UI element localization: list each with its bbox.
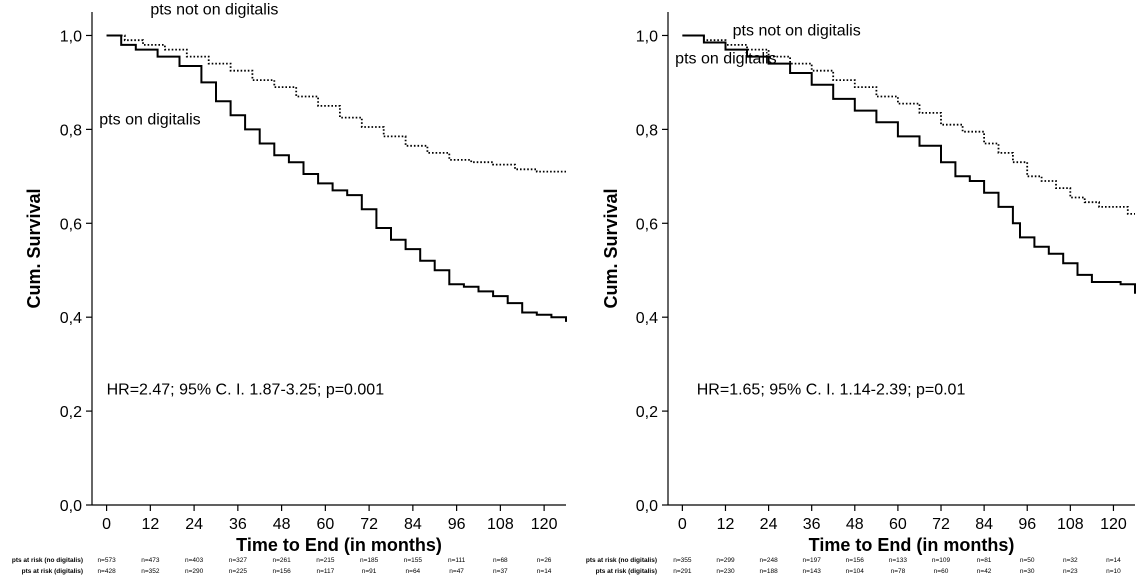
x-tick-label: 108 (487, 516, 514, 533)
risk-count: n=573 (97, 557, 116, 564)
annotation-label-not-digitalis: pts not on digitalis (733, 22, 861, 39)
risk-count: n=109 (932, 557, 951, 564)
risk-count: n=290 (185, 568, 204, 575)
annotation-label-digitalis: pts on digitalis (99, 112, 200, 129)
risk-count: n=188 (759, 568, 778, 575)
x-axis-title: Time to End (in months) (809, 535, 1015, 555)
annotation-hr: HR=2.47; 95% C. I. 1.87-3.25; p=0.001 (107, 382, 385, 399)
x-tick-label: 108 (1057, 516, 1084, 533)
y-tick-label: 0,4 (636, 310, 658, 327)
y-tick-label: 0,0 (60, 498, 82, 515)
risk-count: n=291 (673, 568, 692, 575)
risk-count: n=156 (272, 568, 291, 575)
risk-count: n=143 (803, 568, 822, 575)
risk-count: n=225 (229, 568, 248, 575)
x-tick-label: 24 (760, 516, 778, 533)
x-tick-label: 12 (141, 516, 159, 533)
risk-count: n=117 (316, 568, 334, 575)
risk-count: n=111 (448, 557, 466, 564)
risk-count: n=473 (141, 557, 160, 564)
survival-curve-not-digitalis (106, 34, 566, 173)
annotation-label-digitalis: pts on digitalis (675, 51, 776, 68)
x-tick-label: 48 (846, 516, 864, 533)
risk-count: n=185 (360, 557, 379, 564)
risk-row-label: pts at risk (no digitalis) (586, 557, 657, 564)
y-tick-label: 1,0 (60, 28, 82, 45)
y-tick-label: 0,8 (636, 122, 658, 139)
x-tick-label: 48 (273, 516, 291, 533)
risk-count: n=155 (404, 557, 423, 564)
x-tick-label: 60 (889, 516, 907, 533)
x-tick-label: 96 (1018, 516, 1036, 533)
risk-count: n=26 (537, 557, 552, 564)
y-tick-label: 0,0 (636, 498, 658, 515)
x-tick-label: 120 (1100, 516, 1127, 533)
y-tick-label: 0,2 (60, 404, 82, 421)
x-tick-label: 60 (316, 516, 334, 533)
risk-count: n=60 (934, 568, 949, 575)
survival-curve-digitalis (106, 34, 567, 322)
risk-count: n=42 (977, 568, 992, 575)
risk-count: n=91 (362, 568, 377, 575)
risk-count: n=14 (537, 568, 552, 575)
y-tick-label: 0,6 (60, 216, 82, 233)
y-tick-label: 1,0 (636, 28, 658, 45)
x-tick-label: 84 (404, 516, 422, 533)
risk-count: n=104 (846, 568, 865, 575)
y-tick-label: 0,4 (60, 310, 82, 327)
risk-count: n=230 (716, 568, 735, 575)
x-tick-label: 24 (185, 516, 203, 533)
risk-count: n=133 (889, 557, 908, 564)
y-tick-label: 0,2 (636, 404, 658, 421)
risk-count: n=327 (229, 557, 248, 564)
risk-count: n=64 (406, 568, 421, 575)
left-survival-panel: 0,0 0,2 0,4 0,6 0,8 1,0 0 12 24 36 48 60 72 84 96 108 12… (12, 1, 567, 575)
risk-count: n=403 (185, 557, 204, 564)
x-axis-title: Time to End (in months) (236, 535, 442, 555)
y-axis-title: Cum. Survival (24, 188, 44, 308)
risk-count: n=248 (759, 557, 778, 564)
risk-count: n=47 (449, 568, 464, 575)
x-tick-label: 0 (102, 516, 111, 533)
risk-row-label: pts at risk (digitalis) (596, 568, 657, 575)
risk-count: n=156 (846, 557, 865, 564)
risk-count: n=32 (1063, 557, 1078, 564)
risk-row-label: pts at risk (digitalis) (22, 568, 83, 575)
x-tick-label: 12 (717, 516, 735, 533)
risk-count: n=197 (803, 557, 822, 564)
x-tick-label: 84 (975, 516, 993, 533)
risk-count: n=81 (977, 557, 992, 564)
survival-curve-digitalis (682, 34, 1136, 294)
risk-count: n=261 (272, 557, 291, 564)
x-tick-label: 96 (448, 516, 466, 533)
right-survival-panel: 0,0 0,2 0,4 0,6 0,8 1,0 0 12 24 36 48 60 72 84 96 108 12… (586, 12, 1136, 575)
x-tick-label: 72 (932, 516, 950, 533)
risk-row-label: pts at risk (no digitalis) (12, 557, 83, 564)
risk-count: n=30 (1020, 568, 1035, 575)
annotation-hr: HR=1.65; 95% C. I. 1.14-2.39; p=0.01 (697, 382, 966, 399)
y-tick-label: 0,8 (60, 122, 82, 139)
risk-count: n=10 (1106, 568, 1121, 575)
risk-count: n=23 (1063, 568, 1078, 575)
risk-count: n=352 (141, 568, 160, 575)
x-tick-label: 72 (360, 516, 378, 533)
x-tick-label: 0 (678, 516, 687, 533)
y-axis-title: Cum. Survival (601, 188, 621, 308)
y-tick-label: 0,6 (636, 216, 658, 233)
risk-count: n=355 (673, 557, 692, 564)
x-tick-label: 36 (229, 516, 247, 533)
x-tick-label: 120 (531, 516, 558, 533)
risk-count: n=37 (493, 568, 508, 575)
risk-count: n=78 (891, 568, 906, 575)
risk-count: n=299 (716, 557, 735, 564)
risk-count: n=50 (1020, 557, 1035, 564)
risk-count: n=68 (493, 557, 508, 564)
risk-count: n=428 (97, 568, 116, 575)
x-tick-label: 36 (803, 516, 821, 533)
risk-count: n=215 (316, 557, 335, 564)
risk-count: n=14 (1106, 557, 1121, 564)
annotation-label-not-digitalis: pts not on digitalis (150, 1, 278, 18)
